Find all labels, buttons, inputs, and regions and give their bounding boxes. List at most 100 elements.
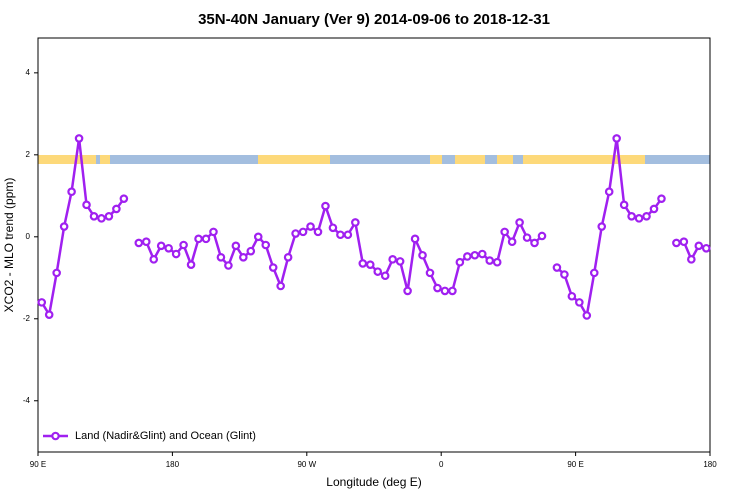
point [575,298,584,307]
point [336,230,345,240]
point [448,286,457,296]
legend-marker [51,431,60,441]
point [694,241,704,251]
point [201,234,211,244]
point [395,257,405,266]
y-tick-label: -4 [23,396,31,405]
point [470,250,480,260]
point [477,249,487,259]
point [171,249,181,259]
point [582,311,592,320]
point [492,257,502,267]
point [156,241,166,251]
point [179,240,188,250]
point [104,212,114,221]
point [97,214,106,223]
point [657,194,666,203]
point [224,261,233,270]
point [597,222,607,231]
point [52,268,61,278]
point [351,218,360,227]
point [283,252,293,262]
point [642,212,651,221]
point [149,255,159,264]
point [328,223,338,233]
point [403,286,412,296]
point [164,243,173,253]
point [455,257,465,267]
point [627,212,636,221]
point [67,187,76,197]
x-tick-label: 180 [703,460,717,469]
point [440,286,450,296]
point [239,252,248,262]
point [425,268,435,278]
land-ocean-strip [38,155,710,164]
point [388,255,397,264]
point [365,260,375,269]
y-axis-label: XCO2 - MLO trend (ppm) [2,178,16,313]
point [313,227,323,237]
point [291,229,300,238]
point [649,204,659,214]
land-band [38,155,96,164]
point [216,252,226,262]
point [186,260,196,269]
point [37,298,47,307]
land-band [497,155,645,164]
point [589,268,599,278]
point [276,281,285,291]
point [141,237,151,247]
land-band [100,155,110,164]
point [59,222,69,231]
point [612,134,621,143]
point [261,240,271,250]
land-band [430,155,442,164]
ocean-band [513,155,523,164]
point [537,231,547,241]
point [604,187,614,197]
point [358,259,368,268]
point [253,232,263,242]
point [507,237,517,247]
point [410,234,420,244]
y-tick-label: 2 [26,150,31,159]
point [44,310,54,319]
x-axis-label: Longitude (deg E) [326,475,421,489]
point [268,263,278,272]
point [485,256,495,265]
point [679,237,689,247]
point [231,241,241,251]
point [373,267,383,276]
point [530,238,539,248]
point [380,271,390,281]
plot-frame [37,37,711,453]
x-tick-label: 180 [166,460,180,469]
point [246,246,256,256]
point [701,243,711,253]
x-tick-label: 90 W [297,460,316,469]
x-tick-label: 0 [439,460,444,469]
point [82,200,91,210]
point [687,255,696,264]
point [321,201,330,211]
point [515,218,524,227]
point [552,263,562,272]
point [619,200,629,210]
point [74,134,84,143]
point [119,194,129,203]
chart-title: 35N-40N January (Ver 9) 2014-09-06 to 20… [198,11,550,28]
point [433,283,442,293]
point [463,252,472,261]
point [298,227,308,237]
point [194,234,203,244]
y-tick-label: -2 [23,314,31,323]
land-band [258,155,330,164]
y-tick-label: 4 [26,68,31,77]
y-tick-label: 0 [26,232,31,241]
point [567,291,577,301]
point [134,238,144,248]
ocean-band [38,155,710,164]
